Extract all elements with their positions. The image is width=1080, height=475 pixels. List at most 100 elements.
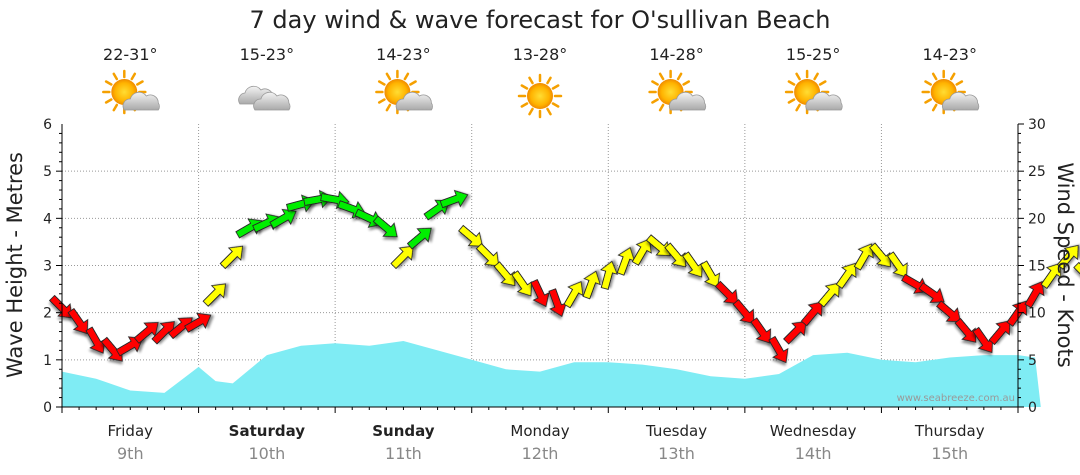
wind-arrow bbox=[548, 288, 567, 318]
wind-arrow bbox=[783, 321, 807, 345]
weather-row: 22-31° 15-23° 14-23° 13-28° 14-28° 15-25° 14-2… bbox=[102, 45, 980, 119]
wind-arrow-shape bbox=[184, 312, 212, 333]
date-label: 9th bbox=[117, 444, 144, 463]
sun-ray bbox=[130, 72, 137, 81]
wind-arrow bbox=[700, 260, 721, 288]
cloud-shape bbox=[395, 91, 433, 111]
wind-arrow bbox=[184, 312, 212, 333]
sun-ray bbox=[818, 80, 827, 86]
cloud-shape bbox=[122, 91, 160, 111]
wind-arrow bbox=[439, 189, 469, 209]
wind-arrow bbox=[458, 224, 483, 247]
wind-arrow-shape bbox=[631, 238, 652, 266]
temp-range-label: 13-28° bbox=[513, 45, 568, 64]
wind-arrow bbox=[48, 294, 73, 319]
sun-ray bbox=[104, 80, 113, 86]
sun-ray bbox=[377, 98, 386, 104]
wind-arrow-shape bbox=[700, 260, 721, 288]
sun-ray bbox=[528, 107, 534, 116]
wind-arrow-shape bbox=[563, 281, 584, 309]
wind-arrow-shape bbox=[493, 261, 516, 287]
wind-arrow bbox=[631, 238, 652, 266]
credit-label: www.seabreeze.com.au bbox=[897, 393, 1015, 404]
partly-cloudy-icon bbox=[375, 69, 433, 115]
sun-ray bbox=[385, 103, 392, 112]
wind-arrow-shape bbox=[918, 282, 945, 303]
wind-arrow bbox=[372, 215, 398, 238]
sun-ray bbox=[520, 102, 529, 108]
wind-arrow bbox=[616, 246, 636, 276]
wind-arrow-shape bbox=[835, 262, 857, 290]
wind-arrow bbox=[918, 282, 945, 303]
day-label: Thursday bbox=[914, 422, 985, 440]
wind-arrow bbox=[800, 301, 823, 327]
sun-ray bbox=[658, 103, 665, 112]
wind-arrow bbox=[869, 242, 891, 268]
date-label: 11th bbox=[385, 444, 422, 463]
wind-series bbox=[48, 189, 1080, 364]
y-tick-label-left: 3 bbox=[43, 259, 52, 275]
cloud-shape bbox=[942, 91, 980, 111]
wind-arrow-shape bbox=[936, 300, 961, 323]
sun-ray bbox=[520, 84, 529, 90]
wind-arrow-shape bbox=[372, 215, 398, 238]
sun-ray bbox=[136, 80, 144, 86]
wind-arrow bbox=[972, 326, 994, 354]
wind-arrow bbox=[115, 336, 144, 357]
wind-arrow-shape bbox=[511, 270, 533, 297]
y-tick-label-left: 6 bbox=[43, 117, 52, 133]
y-axis-title-left: Wave Height - Metres bbox=[3, 152, 27, 378]
wind-arrow-shape bbox=[548, 288, 567, 318]
sun-ray bbox=[676, 72, 683, 81]
wind-arrow-shape bbox=[954, 317, 977, 343]
sun-ray bbox=[651, 98, 659, 104]
y-tick-label-right: 25 bbox=[1028, 164, 1046, 180]
sun-ray bbox=[949, 72, 956, 81]
wind-arrow bbox=[219, 245, 244, 270]
wind-arrow-shape bbox=[783, 321, 807, 345]
wind-arrow-shape bbox=[800, 301, 823, 327]
wind-arrow bbox=[85, 326, 106, 354]
axes: 0 1 2 3 4 5 6 0 5 10 15 20 25 30 bbox=[43, 117, 1046, 416]
wave-series bbox=[62, 341, 1041, 407]
sun-ray bbox=[551, 102, 560, 108]
wind-arrow bbox=[886, 251, 908, 278]
wind-arrow bbox=[475, 243, 500, 267]
day-label: Tuesday bbox=[645, 422, 707, 440]
wind-arrow-shape bbox=[530, 279, 550, 308]
wind-arrow-shape bbox=[1056, 244, 1079, 270]
grid-lines bbox=[62, 124, 1018, 407]
y-tick-label-left: 0 bbox=[43, 400, 52, 416]
wind-arrow bbox=[1024, 281, 1045, 309]
sun-ray bbox=[682, 80, 691, 86]
partly-cloudy-icon bbox=[102, 69, 160, 115]
chart-title: 7 day wind & wave forecast for O'sulliva… bbox=[250, 6, 831, 34]
wind-arrow bbox=[682, 251, 703, 278]
partly-cloudy-icon bbox=[921, 69, 980, 115]
sun-ray bbox=[931, 72, 938, 81]
wind-arrow-shape bbox=[582, 270, 601, 300]
wind-arrow-shape bbox=[1073, 261, 1080, 286]
temp-range-label: 14-23° bbox=[922, 45, 977, 64]
wind-arrow bbox=[936, 300, 961, 323]
wind-arrow-shape bbox=[988, 320, 1011, 346]
wind-arrow bbox=[750, 317, 772, 344]
date-label: 10th bbox=[248, 444, 285, 463]
wind-arrow bbox=[732, 299, 755, 324]
wind-arrow-shape bbox=[599, 260, 619, 290]
day-label: Wednesday bbox=[770, 422, 857, 440]
wind-arrow-shape bbox=[869, 242, 891, 268]
sun-ray bbox=[787, 98, 796, 104]
sun-ray bbox=[651, 80, 659, 86]
day-label: Sunday bbox=[372, 422, 435, 440]
wind-arrow bbox=[988, 320, 1011, 346]
wind-arrow-shape bbox=[439, 189, 469, 209]
wind-arrow-shape bbox=[817, 282, 840, 308]
wind-arrow-shape bbox=[886, 251, 908, 278]
cloudy-icon bbox=[238, 85, 291, 111]
wind-arrow-shape bbox=[1006, 300, 1028, 327]
cloud-shape bbox=[668, 91, 707, 111]
wind-arrow-shape bbox=[219, 245, 244, 270]
wind-arrow bbox=[511, 270, 533, 297]
